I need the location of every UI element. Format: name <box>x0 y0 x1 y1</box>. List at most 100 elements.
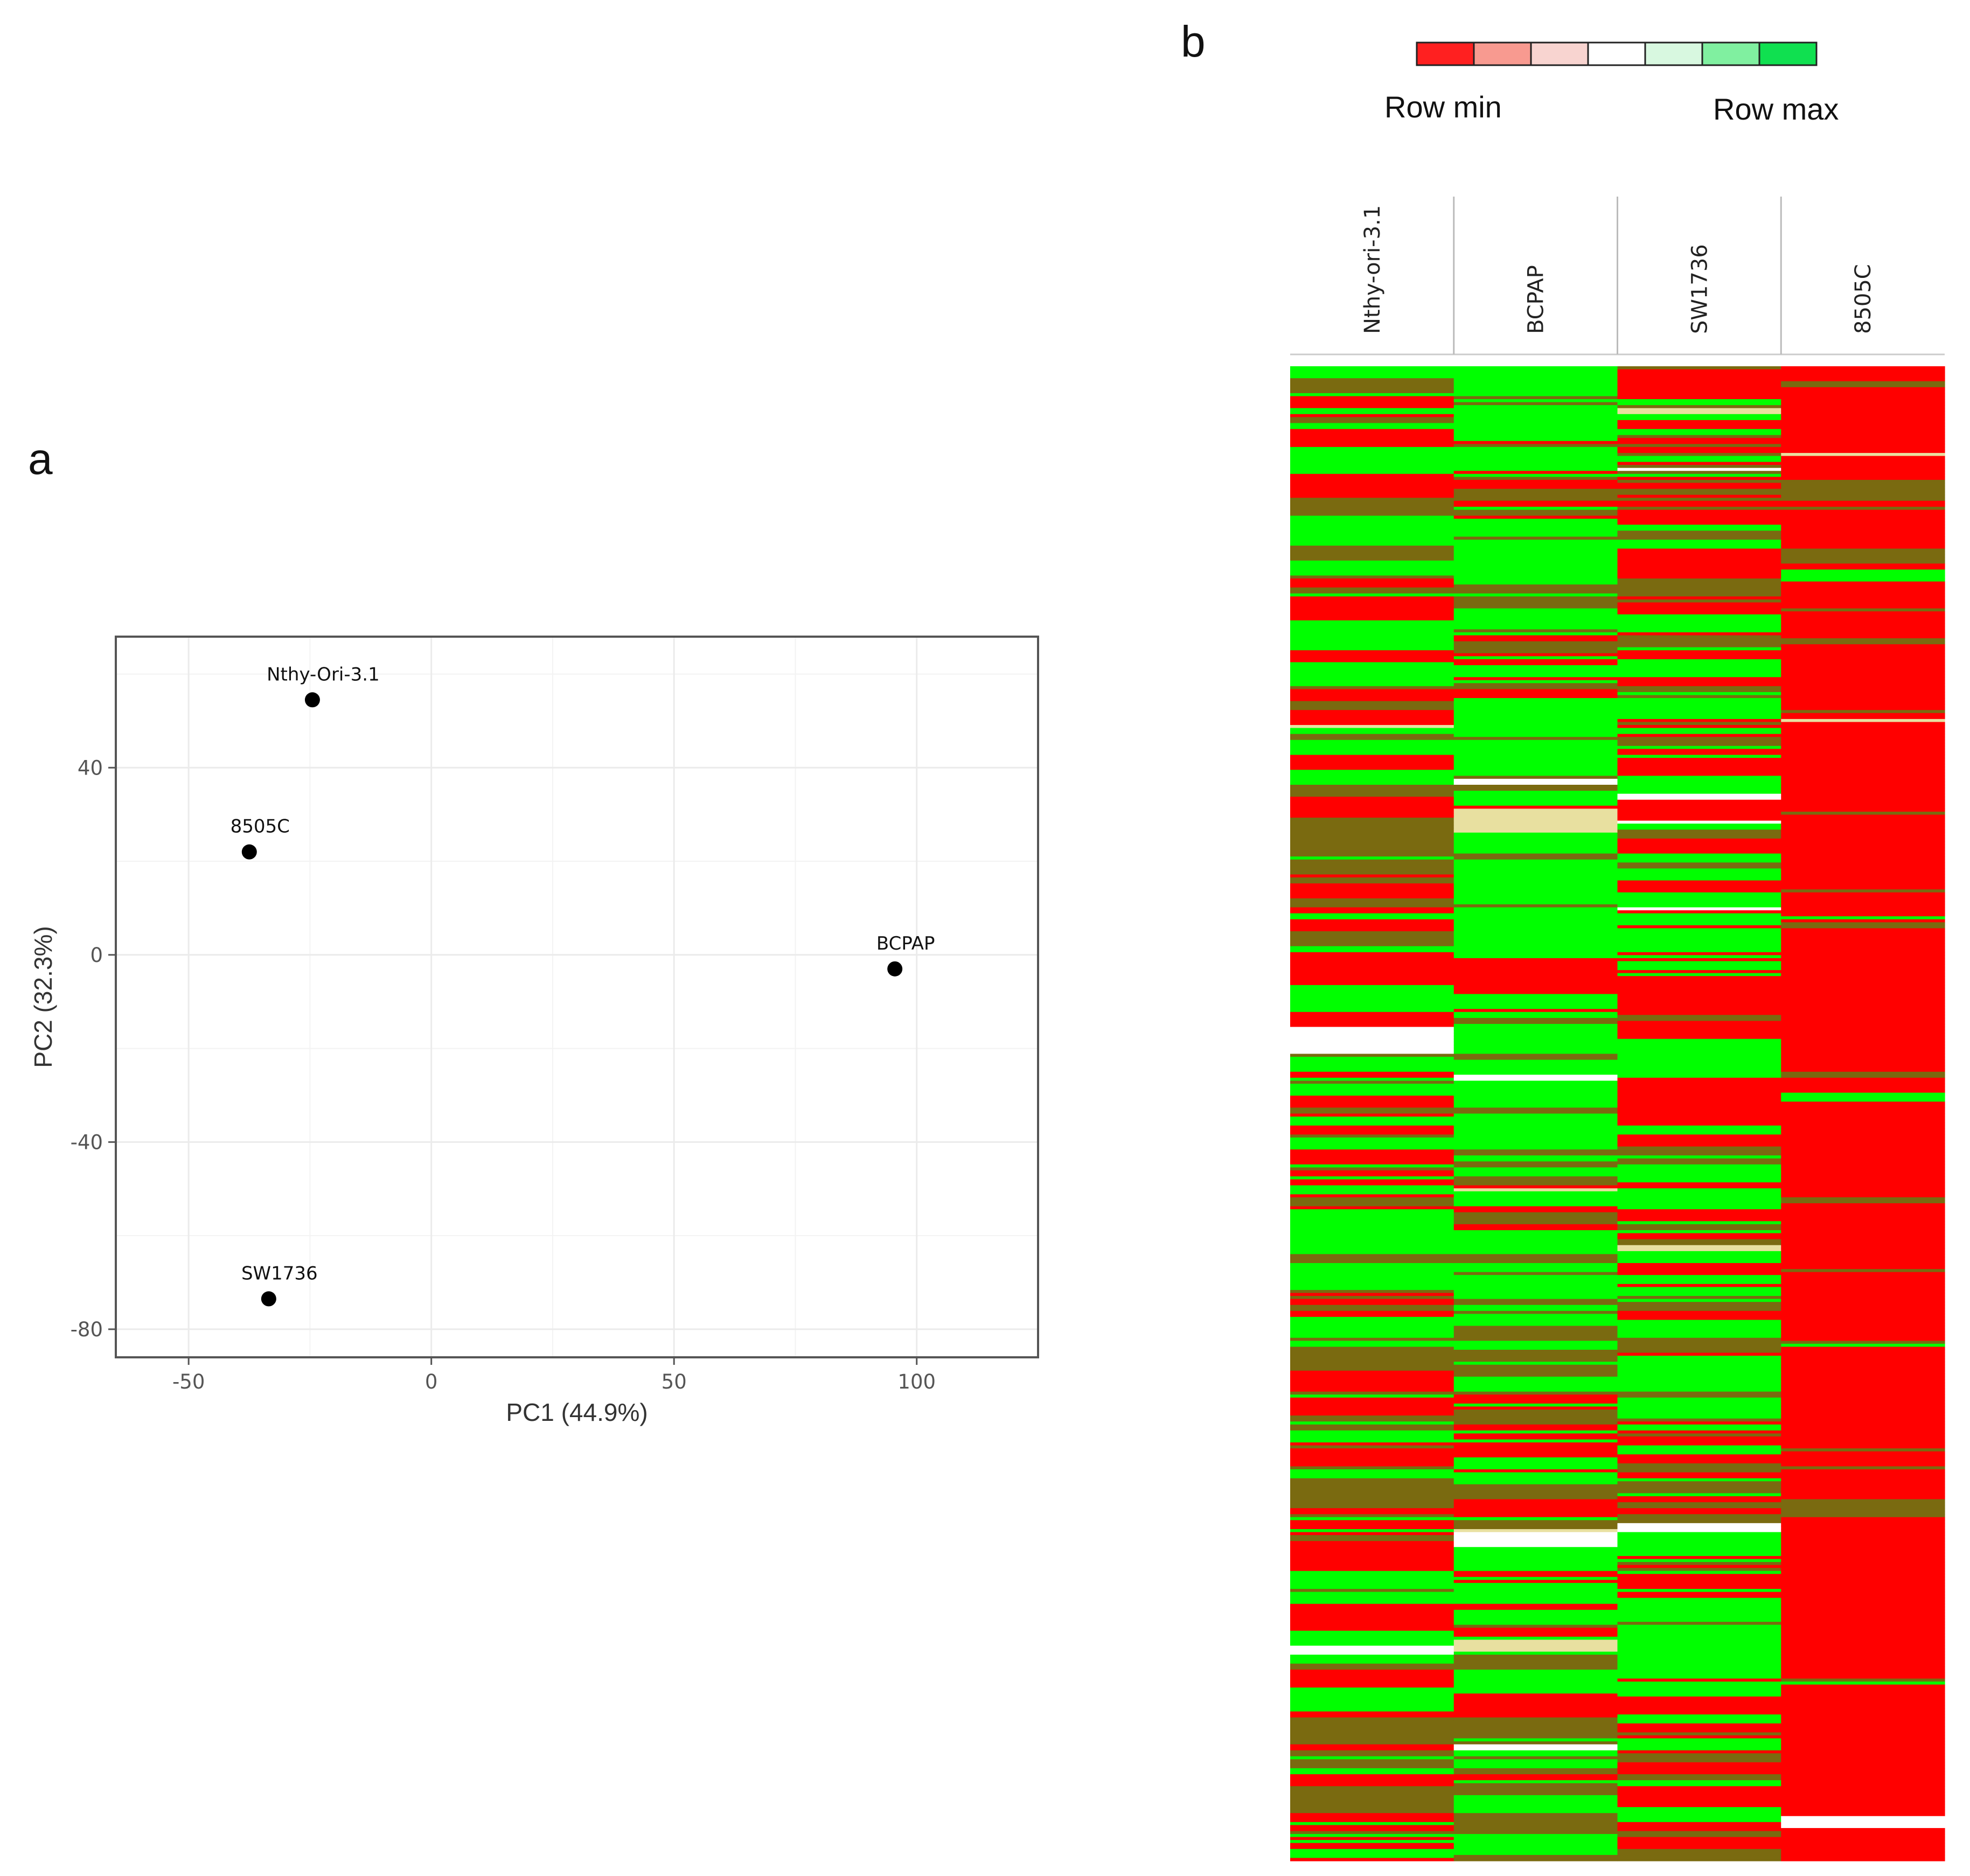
heatmap-cell <box>1290 1840 1454 1844</box>
heatmap-cell <box>1617 680 1781 684</box>
heatmap-cell <box>1781 1819 1945 1823</box>
heatmap-cell <box>1453 1711 1618 1715</box>
heatmap-cell <box>1781 560 1945 564</box>
heatmap-cell <box>1617 465 1781 469</box>
heatmap-cell <box>1781 1412 1945 1416</box>
heatmap-cell <box>1290 1550 1454 1553</box>
heatmap-cell <box>1781 1852 1945 1856</box>
heatmap-cell <box>1781 1218 1945 1222</box>
heatmap-cell <box>1453 1314 1618 1317</box>
heatmap-cell <box>1781 824 1945 827</box>
heatmap-cell <box>1781 725 1945 729</box>
heatmap-cell <box>1617 1619 1781 1622</box>
heatmap-cell <box>1453 1607 1618 1610</box>
heatmap-cell <box>1617 1442 1781 1446</box>
heatmap-cell <box>1781 1580 1945 1584</box>
heatmap-cell <box>1290 1335 1454 1338</box>
heatmap-cell <box>1617 1400 1781 1404</box>
heatmap-cell <box>1453 563 1618 567</box>
heatmap-cell <box>1290 1541 1454 1545</box>
heatmap-cell <box>1781 1385 1945 1389</box>
heatmap-cell <box>1453 468 1618 471</box>
heatmap-cell <box>1781 1487 1945 1491</box>
heatmap-cell <box>1453 1424 1618 1428</box>
heatmap-cell <box>1781 1233 1945 1237</box>
heatmap-cell <box>1290 1152 1454 1156</box>
heatmap-color-legend: Row min Row max <box>1384 41 1839 126</box>
heatmap-cell <box>1290 1272 1454 1275</box>
heatmap-cell <box>1453 1693 1618 1697</box>
heatmap-cell <box>1617 1119 1781 1123</box>
heatmap-cell <box>1781 584 1945 588</box>
heatmap-cell <box>1453 880 1618 884</box>
heatmap-cell <box>1617 1624 1781 1628</box>
heatmap-cell <box>1781 683 1945 687</box>
heatmap-cell <box>1617 581 1781 585</box>
heatmap-cell <box>1617 1723 1781 1727</box>
heatmap-cell <box>1453 785 1618 789</box>
heatmap-cell <box>1290 1233 1454 1237</box>
heatmap-cell <box>1453 504 1618 507</box>
heatmap-cell <box>1453 1412 1618 1416</box>
heatmap-cell <box>1617 483 1781 486</box>
heatmap-cell <box>1781 1783 1945 1787</box>
heatmap-cell <box>1453 1849 1618 1852</box>
heatmap-cell <box>1617 1720 1781 1724</box>
heatmap-cell <box>1290 1057 1454 1061</box>
heatmap-cell <box>1617 1520 1781 1524</box>
heatmap-cell <box>1290 1651 1454 1655</box>
heatmap-cell <box>1617 793 1781 797</box>
heatmap-cell <box>1290 1481 1454 1485</box>
heatmap-cell <box>1617 504 1781 507</box>
heatmap-cell <box>1781 1418 1945 1422</box>
heatmap-cell <box>1781 1370 1945 1374</box>
heatmap-cell <box>1453 1117 1618 1120</box>
heatmap-cell <box>1617 542 1781 546</box>
heatmap-cell <box>1617 515 1781 519</box>
heatmap-cell <box>1781 473 1945 477</box>
heatmap-cell <box>1781 1197 1945 1201</box>
heatmap-cell <box>1617 1376 1781 1380</box>
heatmap-cell <box>1781 719 1945 723</box>
heatmap-cell <box>1781 1397 1945 1401</box>
heatmap-cell <box>1781 447 1945 450</box>
heatmap-cell <box>1781 1810 1945 1814</box>
heatmap-cell <box>1617 1565 1781 1568</box>
heatmap-cell <box>1453 814 1618 818</box>
heatmap-cell <box>1453 1472 1618 1476</box>
heatmap-cell <box>1781 1134 1945 1138</box>
heatmap-cell <box>1453 1015 1618 1019</box>
heatmap-cell <box>1617 731 1781 735</box>
heatmap-cell <box>1781 1834 1945 1838</box>
heatmap-cell <box>1617 997 1781 1001</box>
heatmap-cell <box>1781 740 1945 743</box>
heatmap-cell <box>1290 745 1454 749</box>
heatmap-cell <box>1617 1341 1781 1344</box>
heatmap-cell <box>1617 494 1781 498</box>
heatmap-cell <box>1617 557 1781 561</box>
heatmap-cell <box>1453 1837 1618 1840</box>
heatmap-cell <box>1453 791 1618 794</box>
heatmap-cell <box>1290 659 1454 663</box>
heatmap-cell <box>1290 1582 1454 1586</box>
heatmap-cell <box>1781 1741 1945 1745</box>
heatmap-cell <box>1290 393 1454 397</box>
heatmap-cell <box>1453 1744 1618 1748</box>
heatmap-cell <box>1781 707 1945 710</box>
heatmap-cell <box>1617 1057 1781 1061</box>
heatmap-cell <box>1453 423 1618 427</box>
pca-x-tick-label: 100 <box>897 1370 936 1393</box>
heatmap-cell <box>1290 776 1454 779</box>
heatmap-cell <box>1617 1403 1781 1407</box>
heatmap-cell <box>1617 1595 1781 1599</box>
heatmap-cell <box>1781 486 1945 490</box>
heatmap-cell <box>1453 1131 1618 1135</box>
heatmap-cell <box>1617 985 1781 988</box>
heatmap-cell <box>1290 611 1454 615</box>
heatmap-cell <box>1290 1096 1454 1099</box>
heatmap-cell <box>1781 1672 1945 1676</box>
heatmap-cell <box>1781 991 1945 995</box>
heatmap-cell <box>1453 832 1618 836</box>
heatmap-cell <box>1290 486 1454 490</box>
heatmap-cell <box>1781 764 1945 768</box>
